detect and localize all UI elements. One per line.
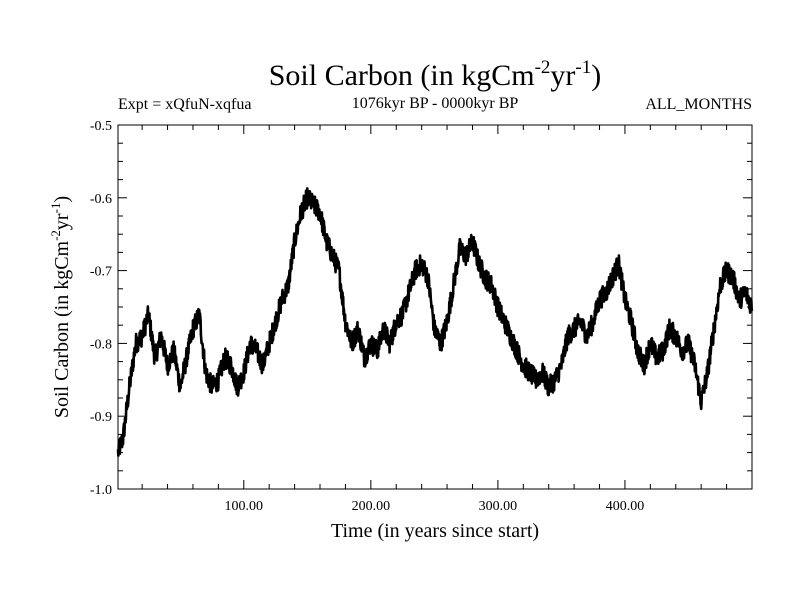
x-tick-label: 200.00: [352, 499, 391, 514]
y-tick-label: -0.5: [90, 119, 112, 134]
chart-title: Soil Carbon (in kgCm-2yr-1): [269, 57, 602, 92]
months-label: ALL_MONTHS: [645, 96, 752, 113]
soil-carbon-series-line: [116, 187, 754, 457]
y-axis: -0.5 -0.6 -0.7 -0.8 -0.9 -1.0: [90, 119, 752, 498]
x-tick-label: 100.00: [225, 499, 264, 514]
y-tick-label: -0.8: [90, 337, 112, 352]
y-axis-label: Soil Carbon (in kgCm-2yr-1): [48, 196, 73, 418]
y-tick-label: -0.7: [90, 265, 112, 280]
y-tick-label: -0.6: [90, 192, 112, 207]
x-tick-label: 300.00: [479, 499, 518, 514]
x-tick-label: 400.00: [606, 499, 645, 514]
y-tick-label: -1.0: [90, 483, 112, 498]
y-tick-label: -0.9: [90, 410, 112, 425]
period-label: 1076kyr BP - 0000kyr BP: [352, 95, 519, 112]
plot-frame: [117, 124, 753, 490]
experiment-label: Expt = xQfuN-xqfua: [118, 96, 251, 113]
x-axis: 100.00 200.00 300.00 400.00: [141, 125, 753, 514]
x-axis-label: Time (in years since start): [331, 520, 539, 542]
